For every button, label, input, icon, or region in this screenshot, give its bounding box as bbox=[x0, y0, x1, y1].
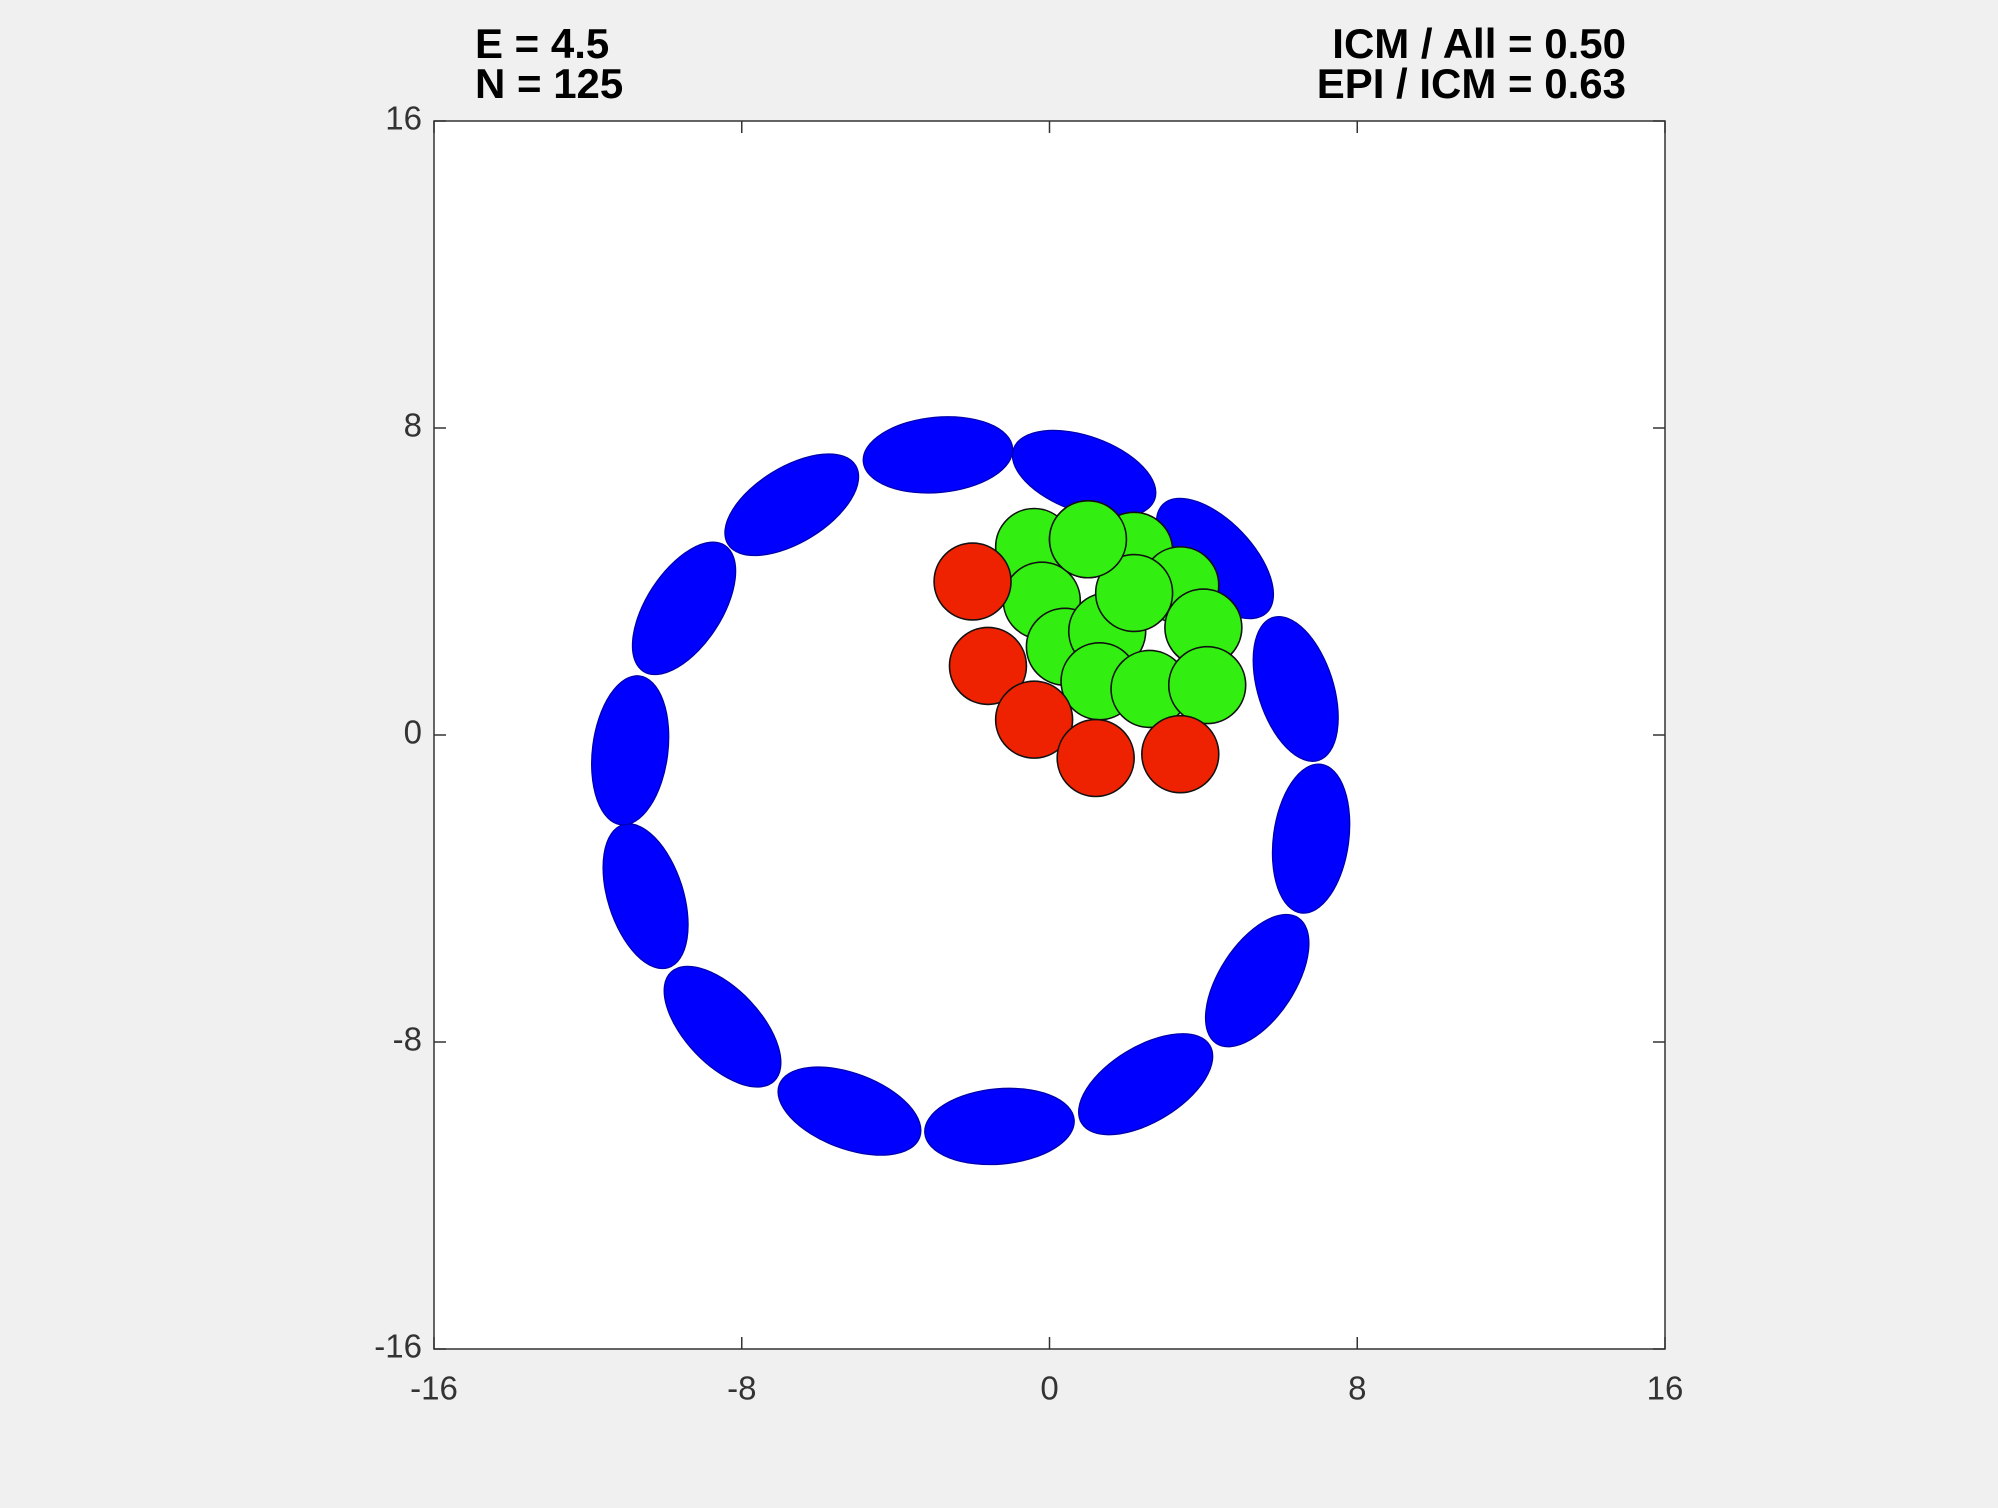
y-tick-label: 16 bbox=[385, 100, 422, 137]
cell-circle bbox=[1142, 716, 1219, 793]
cell-circle bbox=[1050, 501, 1127, 578]
y-tick-label: -8 bbox=[393, 1021, 422, 1058]
cell-circle bbox=[1169, 647, 1246, 724]
chart: E = 4.5 N = 125 ICM / All = 0.50 EPI / I… bbox=[0, 0, 1998, 1508]
x-tick-label: -16 bbox=[410, 1370, 458, 1407]
y-tick-label: 0 bbox=[404, 714, 422, 751]
x-tick-label: 0 bbox=[1040, 1370, 1058, 1407]
x-tick-label: 16 bbox=[1647, 1370, 1684, 1407]
y-tick-label: -16 bbox=[374, 1328, 422, 1365]
y-tick-label: 8 bbox=[404, 407, 422, 444]
annotation: N = 125 bbox=[475, 60, 623, 107]
cell-circle bbox=[934, 543, 1011, 620]
x-tick-label: -8 bbox=[727, 1370, 756, 1407]
page: E = 4.5 N = 125 ICM / All = 0.50 EPI / I… bbox=[0, 0, 1998, 1508]
cell-circle bbox=[1057, 720, 1134, 797]
x-tick-label: 8 bbox=[1348, 1370, 1366, 1407]
annotation: EPI / ICM = 0.63 bbox=[1317, 60, 1626, 107]
